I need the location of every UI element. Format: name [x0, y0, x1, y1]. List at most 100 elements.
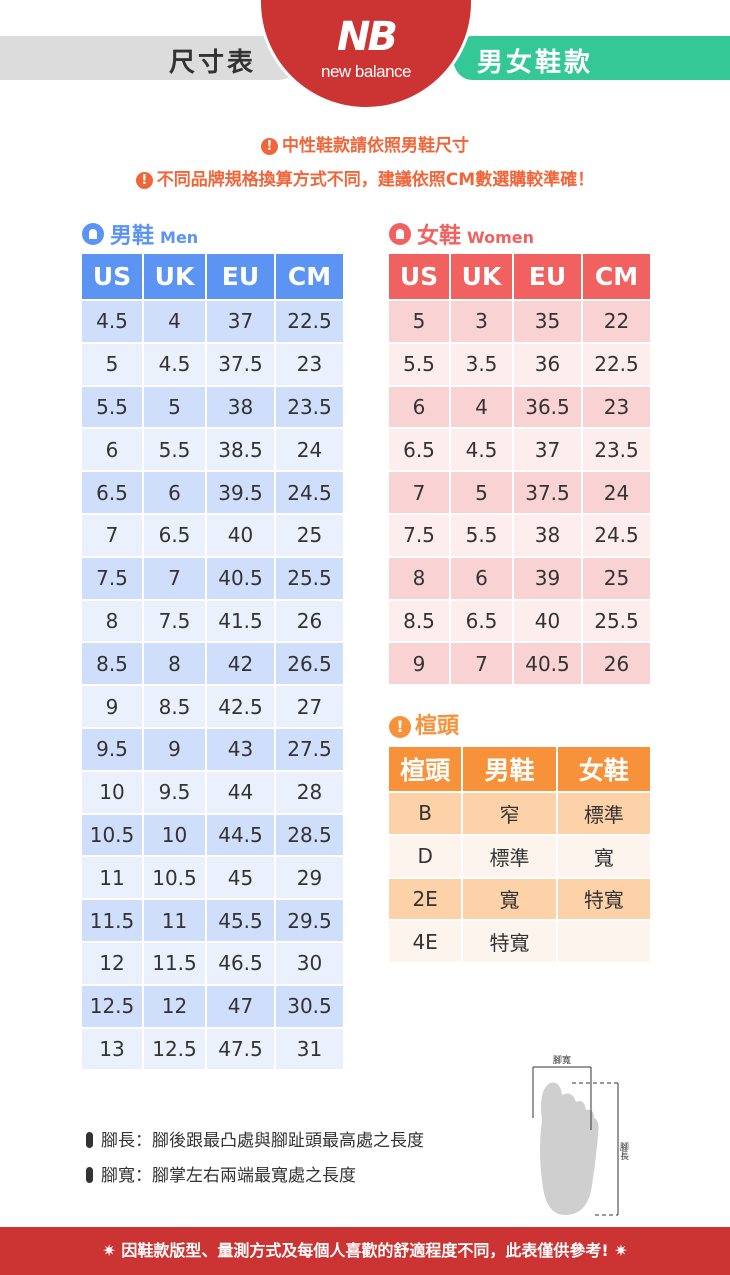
table-row: 5.5 3.5 36 22.5	[387, 341, 652, 387]
table-cell: 29	[274, 855, 345, 901]
table-row: 10.5 10 44.5 28.5	[80, 812, 345, 858]
table-cell: 37.5	[205, 341, 276, 387]
table-cell: 5	[142, 384, 207, 430]
table-row: 9.5 9 43 27.5	[80, 726, 345, 772]
footer-disclaimer: ✷ 因鞋款版型、量測方式及每個人喜歡的舒適程度不同，此表僅供參考! ✷	[0, 1227, 730, 1275]
table-cell: 24.5	[581, 512, 652, 558]
table-cell: 47.5	[205, 1026, 276, 1072]
table-cell: 41.5	[205, 598, 276, 644]
table-cell: 寬	[461, 876, 558, 922]
table-cell: 6	[449, 555, 514, 601]
table-cell: 30.5	[274, 983, 345, 1029]
table-cell: 12.5	[80, 983, 144, 1029]
table-cell: 5	[80, 341, 144, 387]
table-cell: 10	[142, 812, 207, 858]
table-row: 4.5 4 37 22.5	[80, 299, 345, 344]
table-cell: 8	[80, 598, 144, 644]
table-cell: 6.5	[80, 470, 144, 515]
table-cell: 24	[274, 427, 345, 473]
women-section-title: 女鞋 Women	[389, 218, 534, 250]
table-cell: 6	[80, 427, 144, 473]
table-cell: 10	[80, 769, 144, 815]
table-cell: 6.5	[449, 598, 514, 644]
column-header: CM	[274, 252, 345, 301]
header-row: US UK EU CM	[387, 252, 652, 301]
legend-length: 腳長：腳後跟最凸處與腳趾頭最高處之長度	[86, 1126, 424, 1151]
women-size-table: US UK EU CM 5 3 35 22 5.5 3.5 36 22.5 6 4 36.5 23 6.5 4.5…	[387, 252, 652, 687]
table-row: 7 6.5 40 25	[80, 512, 345, 558]
foot-icon	[540, 1082, 599, 1215]
notice-text: 不同品牌規格換算方式不同，建議依照CM數選購較準確！	[156, 170, 595, 190]
table-cell: 5.5	[449, 512, 514, 558]
notice-2: ! 不同品牌規格換算方式不同，建議依照CM數選購較準確！	[0, 165, 730, 190]
foot-diagram: 腳寬 腳長	[532, 1054, 629, 1216]
table-row: 4E 特寬	[386, 919, 653, 965]
table-cell: 6.5	[387, 427, 451, 473]
table-cell: D	[386, 833, 464, 879]
table-cell: 標準	[555, 791, 653, 836]
brand-logo: NB new balance	[258, 0, 474, 110]
column-header: 楦頭	[386, 745, 464, 793]
table-row: 5 3 35 22	[387, 299, 652, 344]
table-row: 5.5 5 38 23.5	[80, 384, 345, 430]
gender-label: 男女鞋款	[477, 48, 594, 78]
table-cell: 30	[274, 940, 345, 986]
table-cell: 11	[142, 898, 207, 943]
table-cell: 5.5	[387, 341, 451, 387]
table-cell: 8	[142, 641, 207, 687]
table-cell: 36.5	[512, 384, 583, 430]
table-cell: 4.5	[142, 341, 207, 387]
column-header: EU	[205, 252, 276, 301]
table-cell: 23	[274, 341, 345, 387]
table-cell: 40.5	[205, 555, 276, 601]
table-row: 5 4.5 37.5 23	[80, 341, 345, 387]
table-cell: 9.5	[80, 726, 144, 772]
nb-logo-icon: NB	[337, 14, 398, 60]
table-row: 12 11.5 46.5 30	[80, 940, 345, 986]
table-cell: 37.5	[512, 470, 583, 515]
table-cell: 23.5	[274, 384, 345, 430]
table-row: 8.5 8 42 26.5	[80, 641, 345, 687]
table-cell: 45	[205, 855, 276, 901]
table-row: 8 7.5 41.5 26	[80, 598, 345, 644]
table-cell: 26	[581, 641, 652, 687]
table-cell: 7.5	[80, 555, 144, 601]
table-cell: 寬	[555, 833, 653, 879]
table-cell: 44	[205, 769, 276, 815]
table-cell: 6	[142, 470, 207, 515]
gender-banner: 男女鞋款	[450, 36, 730, 80]
table-cell: 10.5	[80, 812, 144, 858]
column-header: US	[80, 252, 144, 301]
table-row: D 標準寬	[386, 833, 653, 879]
table-cell: 7	[80, 512, 144, 558]
women-subtitle: Women	[467, 228, 534, 247]
table-cell: B	[386, 791, 464, 836]
table-cell: 11.5	[142, 940, 207, 986]
foot-width-label: 腳寬	[553, 1054, 571, 1066]
table-row: 8.5 6.5 40 25.5	[387, 598, 652, 644]
exclamation-icon: !	[261, 138, 278, 155]
table-cell: 9	[142, 726, 207, 772]
table-cell: 29.5	[274, 898, 345, 943]
table-row: 13 12.5 47.5 31	[80, 1026, 345, 1072]
table-row: 9 8.5 42.5 27	[80, 684, 345, 729]
person-icon	[389, 223, 411, 245]
table-cell: 26.5	[274, 641, 345, 687]
table-cell: 11.5	[80, 898, 144, 943]
table-cell: 6	[387, 384, 451, 430]
column-header: UK	[449, 252, 514, 301]
table-cell: 4	[142, 299, 207, 344]
men-subtitle: Men	[160, 228, 199, 247]
brand-name: new balance	[321, 62, 411, 81]
bullet-icon	[86, 1167, 93, 1183]
table-cell: 38.5	[205, 427, 276, 473]
table-cell: 39	[512, 555, 583, 601]
notice-1: ! 中性鞋款請依照男鞋尺寸	[0, 131, 730, 156]
table-cell: 7.5	[142, 598, 207, 644]
column-header: 男鞋	[461, 745, 558, 793]
legend-text: 腳寬：腳掌左右兩端最寬處之長度	[101, 1166, 356, 1186]
legend-width: 腳寬：腳掌左右兩端最寬處之長度	[86, 1161, 356, 1186]
size-chart-label: 尺寸表	[168, 48, 256, 78]
table-cell: 38	[512, 512, 583, 558]
table-cell: 22	[581, 299, 652, 344]
